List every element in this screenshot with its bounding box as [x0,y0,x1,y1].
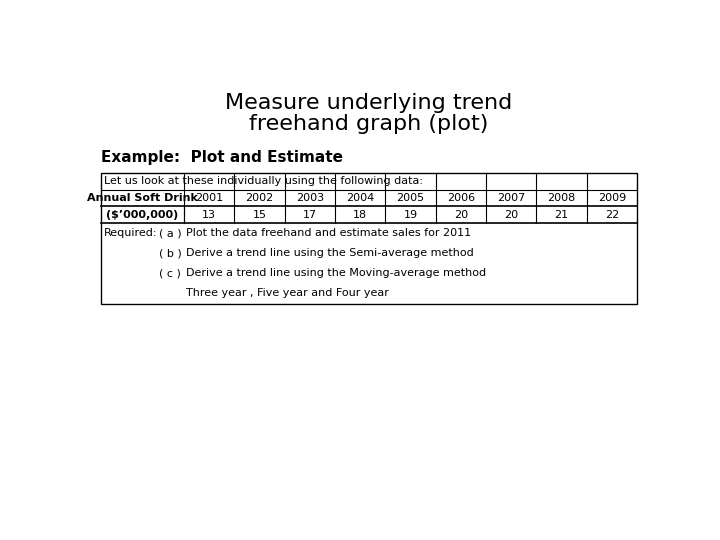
Text: 2003: 2003 [296,193,324,203]
Text: 20: 20 [454,210,468,220]
Text: 2008: 2008 [547,193,576,203]
Text: 2007: 2007 [497,193,526,203]
Text: 19: 19 [403,210,418,220]
Text: 2009: 2009 [598,193,626,203]
Text: 2002: 2002 [246,193,274,203]
Text: ($’000,000): ($’000,000) [106,210,179,220]
Text: Measure underlying trend: Measure underlying trend [225,93,513,113]
Text: 2005: 2005 [397,193,425,203]
Text: ( c ): ( c ) [159,268,181,279]
Text: Plot the data freehand and estimate sales for 2011: Plot the data freehand and estimate sale… [186,228,471,239]
Text: Derive a trend line using the Semi-average method: Derive a trend line using the Semi-avera… [186,248,474,259]
Text: Annual Soft Drink: Annual Soft Drink [87,193,198,203]
Bar [101,173,637,303]
Text: Three year , Five year and Four year: Three year , Five year and Four year [186,288,389,299]
Text: Derive a trend line using the Moving-average method: Derive a trend line using the Moving-ave… [186,268,486,279]
Text: Example:  Plot and Estimate: Example: Plot and Estimate [101,150,343,165]
Text: 2004: 2004 [346,193,374,203]
Text: ( a ): ( a ) [159,228,181,239]
Text: 15: 15 [252,210,266,220]
Text: 2006: 2006 [447,193,475,203]
Text: Required:: Required: [104,228,158,239]
Text: 18: 18 [353,210,367,220]
Text: 2001: 2001 [195,193,223,203]
Text: 13: 13 [202,210,216,220]
Text: 20: 20 [504,210,518,220]
Text: 21: 21 [554,210,569,220]
Text: 22: 22 [605,210,619,220]
Text: ( b ): ( b ) [159,248,181,259]
Text: freehand graph (plot): freehand graph (plot) [249,114,489,134]
Text: 17: 17 [302,210,317,220]
Text: Let us look at these individually using the following data:: Let us look at these individually using … [104,176,423,186]
